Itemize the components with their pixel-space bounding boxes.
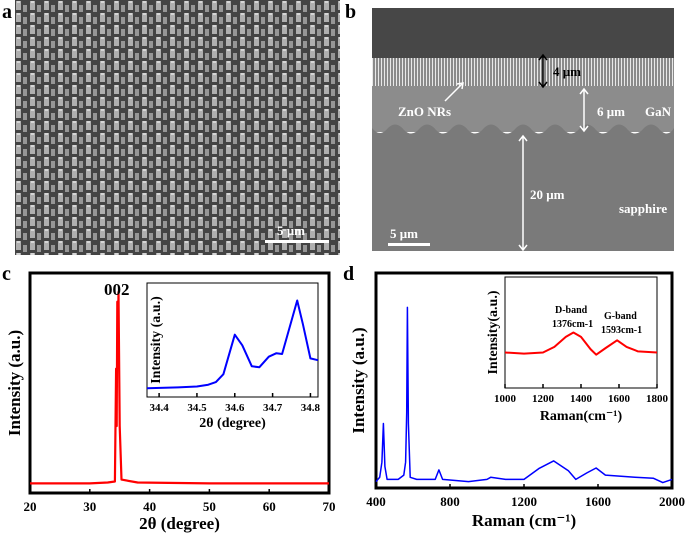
d-band-label: D-band <box>555 305 588 316</box>
x-tick-label: 34.4 <box>149 402 169 414</box>
data-series-line <box>375 306 673 484</box>
x-tick-label: 34.5 <box>187 402 207 414</box>
gan-thickness-label: 6 μm <box>597 104 625 119</box>
x-tick-label: 2000 <box>659 494 685 509</box>
x-tick-label: 34.7 <box>263 402 283 414</box>
thickness-arrows <box>444 53 589 252</box>
x-tick-label: 20 <box>24 499 37 514</box>
nr-thickness-label: 4 μm <box>553 64 581 79</box>
x-tick-label: 1200 <box>532 393 555 405</box>
x-tick-label: 50 <box>203 499 216 514</box>
x-tick-label: 1400 <box>570 393 593 405</box>
x-tick-label: 34.6 <box>225 402 245 414</box>
g-band-position: 1593cm-1 <box>601 325 642 336</box>
data-series-line <box>146 299 319 390</box>
scale-bar-label-a: 5 μm <box>277 223 305 238</box>
y-axis-label: Intensity (a.u.) <box>349 327 368 433</box>
plot-frame <box>374 271 674 490</box>
zno-label: ZnO NRs <box>398 104 451 119</box>
x-tick-label: 40 <box>143 499 156 514</box>
x-tick-label: 70 <box>323 499 336 514</box>
x-tick-label: 1200 <box>511 494 537 509</box>
panel-label-a: a <box>2 1 12 23</box>
sem-image-a <box>15 0 340 255</box>
data-series-line <box>504 331 658 356</box>
data-series-line <box>30 291 329 485</box>
x-tick-label: 30 <box>83 499 96 514</box>
y-axis-label: Intensity (a.u.) <box>149 296 164 384</box>
x-tick-label: 1000 <box>494 393 517 405</box>
x-tick-label: 400 <box>366 494 386 509</box>
scale-bar-b <box>388 243 430 246</box>
y-axis-label: Intensity (a.u.) <box>5 330 24 436</box>
x-tick-label: 1600 <box>585 494 611 509</box>
x-tick-label: 1800 <box>646 393 669 405</box>
panel-label-c: c <box>2 263 11 285</box>
x-axis-label: Raman (cm⁻¹) <box>472 511 576 530</box>
xrd-chart: 20 30 40 50 60 70 2θ (degree) Intensity (a.u.) <box>5 271 336 533</box>
x-tick-label: 34.8 <box>301 402 321 414</box>
plot-frame <box>28 271 331 495</box>
peak-label-002: 002 <box>104 280 130 299</box>
sapphire-label: sapphire <box>619 201 667 216</box>
panel-label-d: d <box>343 263 354 285</box>
sapphire-thickness-label: 20 μm <box>530 187 565 202</box>
x-axis-label: Raman(cm⁻¹) <box>540 409 623 424</box>
gan-label: GaN <box>645 104 672 119</box>
x-axis-label: 2θ (degree) <box>199 416 266 431</box>
raman-inset-chart: 1000 1200 1400 1600 1800 Raman(cm⁻¹) Intensity… <box>486 276 669 424</box>
x-axis-label: 2θ (degree) <box>139 514 220 533</box>
g-band-label: G-band <box>604 311 637 322</box>
panel-label-b: b <box>345 1 356 23</box>
xrd-inset-chart: 34.4 34.5 34.6 34.7 34.8 2θ (degree) Intensity… <box>146 282 321 431</box>
d-band-position: 1376cm-1 <box>552 319 593 330</box>
scale-bar-a <box>265 240 329 243</box>
raman-chart: 400 800 1200 1600 2000 Raman (cm⁻¹) Intensity … <box>349 271 685 530</box>
plot-frame <box>146 282 319 398</box>
x-tick-label: 60 <box>263 499 276 514</box>
scale-bar-label-b: 5 μm <box>390 226 418 241</box>
x-tick-label: 800 <box>440 494 460 509</box>
y-axis-label: Intensity(a.u.) <box>486 290 501 374</box>
x-tick-label: 1600 <box>608 393 631 405</box>
